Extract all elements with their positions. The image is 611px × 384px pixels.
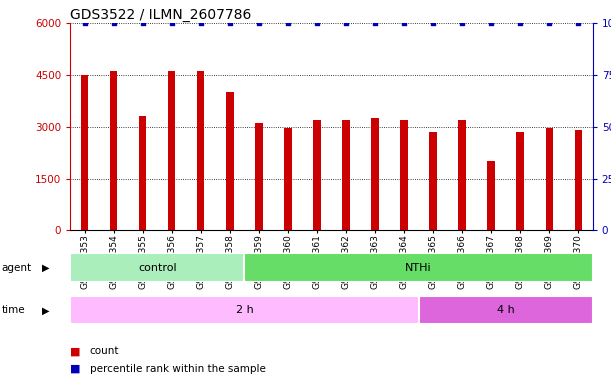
- Bar: [244, 253, 593, 282]
- Bar: [419, 296, 593, 324]
- Text: agent: agent: [1, 263, 31, 273]
- Bar: [81, 75, 89, 230]
- Text: 2 h: 2 h: [235, 305, 254, 315]
- Text: ■: ■: [70, 346, 81, 356]
- Bar: [516, 132, 524, 230]
- Point: [515, 20, 525, 26]
- Bar: [488, 161, 495, 230]
- Point: [341, 20, 351, 26]
- Bar: [168, 71, 175, 230]
- Bar: [284, 128, 291, 230]
- Bar: [430, 132, 437, 230]
- Bar: [458, 120, 466, 230]
- Bar: [546, 128, 553, 230]
- Point: [283, 20, 293, 26]
- Bar: [197, 71, 205, 230]
- Point: [254, 20, 264, 26]
- Bar: [226, 92, 233, 230]
- Text: GDS3522 / ILMN_2607786: GDS3522 / ILMN_2607786: [70, 8, 252, 22]
- Bar: [313, 120, 321, 230]
- Text: control: control: [138, 263, 177, 273]
- Bar: [139, 116, 147, 230]
- Text: count: count: [90, 346, 119, 356]
- Text: ▶: ▶: [42, 305, 49, 315]
- Point: [486, 20, 496, 26]
- Point: [167, 20, 177, 26]
- Point: [109, 20, 119, 26]
- Text: time: time: [1, 305, 25, 315]
- Point: [80, 20, 90, 26]
- Point: [225, 20, 235, 26]
- Text: percentile rank within the sample: percentile rank within the sample: [90, 364, 266, 374]
- Bar: [342, 120, 349, 230]
- Bar: [574, 130, 582, 230]
- Point: [428, 20, 438, 26]
- Bar: [70, 296, 419, 324]
- Bar: [371, 118, 379, 230]
- Point: [196, 20, 206, 26]
- Bar: [255, 123, 263, 230]
- Point: [138, 20, 148, 26]
- Point: [370, 20, 380, 26]
- Bar: [70, 253, 244, 282]
- Bar: [400, 120, 408, 230]
- Text: NTHi: NTHi: [405, 263, 432, 273]
- Point: [544, 20, 554, 26]
- Point: [399, 20, 409, 26]
- Point: [312, 20, 322, 26]
- Text: ■: ■: [70, 364, 81, 374]
- Text: 4 h: 4 h: [497, 305, 514, 315]
- Text: ▶: ▶: [42, 263, 49, 273]
- Point: [573, 20, 583, 26]
- Bar: [110, 71, 117, 230]
- Point: [457, 20, 467, 26]
